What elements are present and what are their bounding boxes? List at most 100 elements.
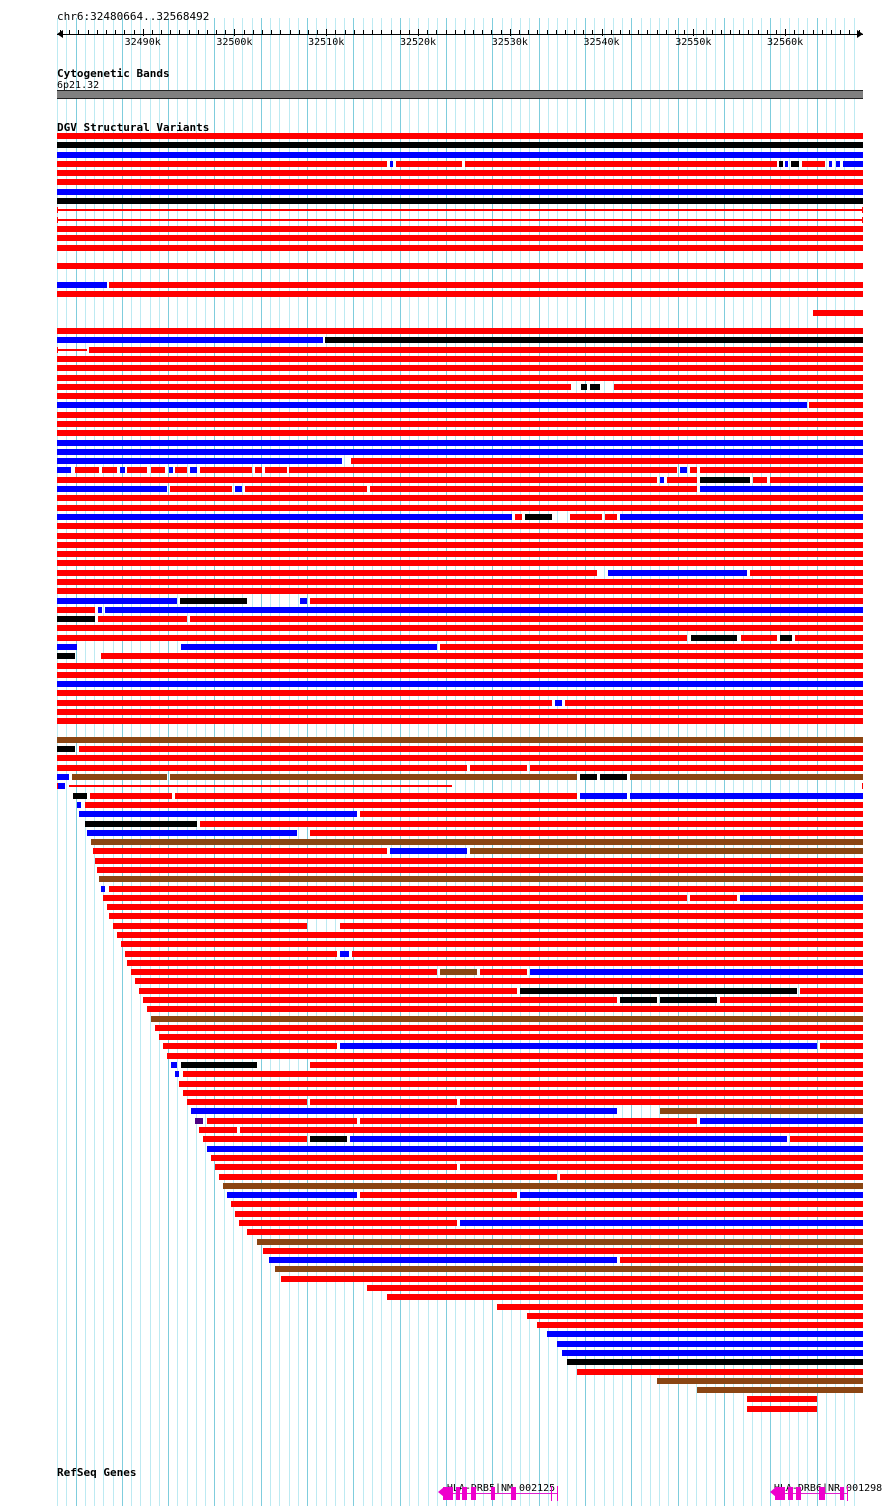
variant-row[interactable] (57, 978, 863, 985)
variant-row[interactable] (57, 839, 863, 845)
variant-row[interactable] (57, 263, 863, 270)
variant-row[interactable] (57, 300, 863, 306)
variant-row[interactable] (57, 1377, 863, 1384)
variant-row[interactable] (57, 1136, 863, 1143)
variant-row[interactable] (57, 393, 863, 400)
variant-row[interactable] (57, 1322, 863, 1329)
variant-row[interactable] (57, 532, 863, 539)
variant-row[interactable] (57, 922, 863, 929)
variant-row[interactable] (57, 179, 863, 186)
variant-row[interactable] (57, 198, 863, 204)
variant-row[interactable] (57, 746, 863, 753)
variant-row[interactable] (57, 634, 863, 641)
variant-row[interactable] (57, 216, 863, 223)
variant-row[interactable] (57, 1173, 863, 1180)
variant-row[interactable] (57, 987, 863, 994)
variant-row[interactable] (57, 1405, 863, 1412)
dgv-variant-rows[interactable] (57, 133, 863, 1433)
variant-row[interactable] (57, 931, 863, 938)
variant-row[interactable] (57, 513, 863, 520)
variant-row[interactable] (57, 643, 863, 650)
variant-row[interactable] (57, 1034, 863, 1041)
variant-row[interactable] (57, 1192, 863, 1199)
variant-row[interactable] (57, 1006, 863, 1013)
variant-row[interactable] (57, 1062, 863, 1068)
variant-row[interactable] (57, 402, 863, 409)
variant-row[interactable] (57, 495, 863, 502)
variant-row[interactable] (57, 486, 863, 492)
variant-row[interactable] (57, 783, 863, 790)
variant-row[interactable] (57, 578, 863, 585)
variant-row[interactable] (57, 346, 863, 353)
variant-row[interactable] (57, 1312, 863, 1319)
variant-row[interactable] (57, 662, 863, 669)
variant-row[interactable] (57, 1043, 863, 1050)
variant-row[interactable] (57, 448, 863, 455)
variant-row[interactable] (57, 1080, 863, 1087)
variant-row[interactable] (57, 439, 863, 446)
variant-row[interactable] (57, 504, 863, 511)
variant-row[interactable] (57, 272, 863, 278)
variant-row[interactable] (57, 1387, 863, 1394)
variant-row[interactable] (57, 885, 863, 892)
variant-row[interactable] (57, 709, 863, 715)
variant-row[interactable] (57, 1294, 863, 1301)
cytoband-bar[interactable] (57, 90, 863, 99)
variant-row[interactable] (57, 811, 863, 818)
variant-row[interactable] (57, 337, 863, 344)
variant-row[interactable] (57, 1071, 863, 1078)
variant-row[interactable] (57, 1219, 863, 1226)
variant-row[interactable] (57, 829, 863, 836)
variant-row[interactable] (57, 254, 863, 260)
variant-row[interactable] (57, 728, 863, 734)
variant-row[interactable] (57, 541, 863, 548)
variant-row[interactable] (57, 374, 863, 381)
variant-row[interactable] (57, 1396, 863, 1403)
variant-row[interactable] (57, 1303, 863, 1310)
variant-row[interactable] (57, 671, 863, 678)
variant-row[interactable] (57, 755, 863, 762)
variant-row[interactable] (57, 523, 863, 530)
variant-row[interactable] (57, 913, 863, 920)
variant-row[interactable] (57, 356, 863, 362)
gene-model[interactable]: HLA-DRB6|NR_001298 (57, 1483, 882, 1505)
variant-row[interactable] (57, 244, 863, 251)
variant-row[interactable] (57, 421, 863, 427)
variant-row[interactable] (57, 476, 863, 483)
variant-row[interactable] (57, 792, 863, 799)
variant-row[interactable] (57, 950, 863, 957)
variant-row[interactable] (57, 411, 863, 418)
variant-row[interactable] (57, 1052, 863, 1059)
variant-row[interactable] (57, 1359, 863, 1366)
variant-row[interactable] (57, 764, 863, 771)
variant-row[interactable] (57, 736, 863, 743)
variant-row[interactable] (57, 170, 863, 177)
variant-row[interactable] (57, 969, 863, 976)
variant-row[interactable] (57, 569, 863, 576)
variant-row[interactable] (57, 653, 863, 660)
variant-row[interactable] (57, 1164, 863, 1171)
variant-row[interactable] (57, 588, 863, 595)
variant-row[interactable] (57, 857, 863, 864)
variant-row[interactable] (57, 1350, 863, 1356)
variant-row[interactable] (57, 1099, 863, 1106)
variant-row[interactable] (57, 1229, 863, 1236)
variant-row[interactable] (57, 383, 863, 390)
variant-row[interactable] (57, 597, 863, 604)
variant-row[interactable] (57, 699, 863, 706)
variant-row[interactable] (57, 151, 863, 158)
variant-row[interactable] (57, 894, 863, 901)
variant-row[interactable] (57, 1257, 863, 1264)
variant-row[interactable] (57, 1368, 863, 1375)
variant-row[interactable] (57, 281, 863, 288)
variant-row[interactable] (57, 467, 863, 474)
variant-row[interactable] (57, 616, 863, 623)
variant-row[interactable] (57, 1210, 863, 1217)
variant-row[interactable] (57, 1182, 863, 1189)
variant-row[interactable] (57, 1331, 863, 1338)
variant-row[interactable] (57, 225, 863, 232)
variant-row[interactable] (57, 560, 863, 567)
variant-row[interactable] (57, 142, 863, 149)
variant-row[interactable] (57, 774, 863, 780)
variant-row[interactable] (57, 430, 863, 437)
